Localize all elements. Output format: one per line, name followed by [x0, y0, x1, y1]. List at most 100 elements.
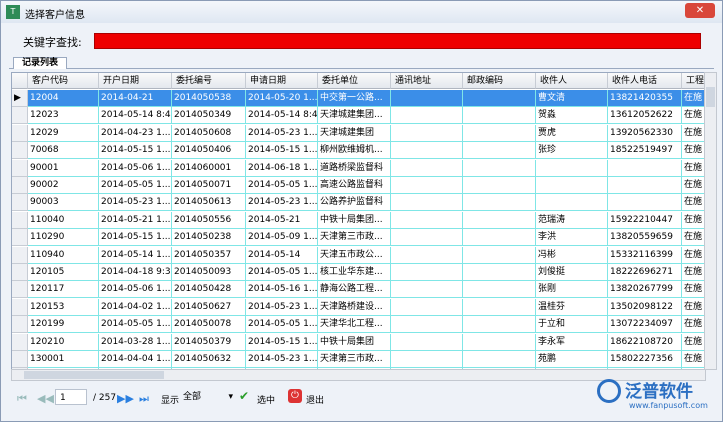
row-cell[interactable] — [608, 194, 682, 212]
row-cell[interactable]: 柳州欧维姆机... — [318, 142, 391, 160]
exit-button[interactable]: 退出 — [306, 396, 325, 406]
row-cell[interactable]: 在施 — [682, 194, 705, 212]
row-cell[interactable]: 高速公路监督科 — [318, 177, 391, 194]
row-cell[interactable]: 中铁十局集团... — [318, 368, 391, 369]
row-cell[interactable]: 18222696271 — [608, 264, 682, 281]
row-cell[interactable] — [391, 298, 463, 316]
row-cell[interactable]: 中铁十局集团... — [318, 211, 391, 229]
row-cell[interactable] — [463, 281, 536, 299]
row-cell[interactable]: 18622108720 — [608, 333, 682, 351]
row-cell[interactable]: 18522519497 — [608, 142, 682, 160]
row-cell[interactable]: 120105 — [28, 264, 99, 281]
row-cell[interactable]: 于立和 — [536, 316, 608, 334]
row-cell[interactable] — [536, 159, 608, 177]
row-cell[interactable]: 120199 — [28, 316, 99, 334]
row-cell[interactable]: 110040 — [28, 211, 99, 229]
row-cell[interactable] — [391, 124, 463, 142]
row-cell[interactable]: 2014-03-10 1... — [99, 368, 172, 369]
row-cell[interactable]: 2014-06-18 1... — [246, 159, 318, 177]
row-cell[interactable]: 李永军 — [536, 333, 608, 351]
row-cell[interactable]: 2014-05-06 1... — [99, 281, 172, 299]
row-cell[interactable]: 天津城建集团... — [318, 107, 391, 125]
row-cell[interactable]: 中铁十局集团 — [318, 333, 391, 351]
row-cell[interactable] — [391, 142, 463, 160]
row-cell[interactable]: 2014050357 — [172, 246, 246, 264]
row-cell[interactable]: 2014-05-05 1... — [246, 264, 318, 281]
row-cell[interactable]: 2014050627 — [172, 298, 246, 316]
row-cell[interactable]: 2014-05-05 1... — [246, 316, 318, 334]
row-cell[interactable]: 2014-05-14 8:47 — [246, 107, 318, 125]
row-cell[interactable]: 2014050406 — [172, 142, 246, 160]
row-cell[interactable] — [463, 124, 536, 142]
row-cell[interactable] — [608, 177, 682, 194]
row-cell[interactable]: 15802227356 — [608, 351, 682, 368]
row-cell[interactable]: 110940 — [28, 246, 99, 264]
row-cell[interactable] — [391, 107, 463, 125]
row-cell[interactable] — [391, 90, 463, 107]
row-cell[interactable] — [463, 229, 536, 247]
row-cell[interactable]: 贺淼 — [536, 107, 608, 125]
row-cell[interactable]: 2014-05-05 1... — [99, 177, 172, 194]
row-cell[interactable]: 2014-04-18 9:34 — [99, 264, 172, 281]
row-cell[interactable]: 2014-03-28 1... — [99, 333, 172, 351]
row-cell[interactable]: 2014-05-15 1... — [246, 142, 318, 160]
row-cell[interactable]: 在施 — [682, 281, 705, 299]
row-cell[interactable]: 130007 — [28, 368, 99, 369]
row-cell[interactable]: 2014-05-23 1... — [246, 124, 318, 142]
next-button[interactable]: ▶▶ — [117, 392, 134, 405]
row-cell[interactable]: 2014-05-06 1... — [99, 159, 172, 177]
row-cell[interactable]: 2014-04-21 — [99, 90, 172, 107]
page-input[interactable]: 1 — [55, 389, 87, 405]
row-cell[interactable] — [391, 281, 463, 299]
row-cell[interactable] — [536, 177, 608, 194]
row-cell[interactable]: 在施 — [682, 177, 705, 194]
row-cell[interactable]: 在施 — [682, 299, 705, 316]
row-cell[interactable]: 2014050349 — [172, 107, 246, 125]
row-cell[interactable]: 2014-05-05 1... — [246, 177, 318, 194]
row-cell[interactable]: 90001 — [28, 159, 99, 177]
row-cell[interactable]: 130001 — [28, 351, 99, 368]
row-cell[interactable]: 2014050608 — [172, 124, 246, 142]
row-cell[interactable]: 静海公路工程... — [318, 281, 391, 299]
row-cell[interactable]: 张刚 — [536, 281, 608, 299]
horizontal-scrollbar[interactable] — [11, 369, 706, 381]
row-cell[interactable]: 苑鹏 — [536, 351, 608, 368]
row-cell[interactable]: 天津第三市政... — [318, 229, 391, 247]
row-cell[interactable]: 在施 — [682, 351, 705, 368]
row-cell[interactable]: 冯彬 — [536, 246, 608, 264]
row-cell[interactable]: 在施 — [682, 316, 705, 334]
row-cell[interactable]: 2014-05-23 1... — [99, 194, 172, 212]
row-cell[interactable]: 70068 — [28, 142, 99, 160]
row-cell[interactable]: 在施 — [682, 212, 705, 229]
row-cell[interactable]: 2014-04-23 1... — [99, 124, 172, 142]
show-select[interactable]: 全部 ▾ — [183, 392, 233, 402]
row-cell[interactable]: 15332116399 — [608, 246, 682, 264]
row-cell[interactable]: 2014-05-09 1... — [246, 229, 318, 247]
row-cell[interactable]: 15922210447 — [608, 211, 682, 229]
row-cell[interactable]: 2014-04-02 1... — [99, 298, 172, 316]
tab[interactable]: 记录列表 — [13, 57, 67, 69]
select-button[interactable]: 选中 — [257, 396, 276, 406]
row-cell[interactable] — [463, 177, 536, 194]
scroll-thumb[interactable] — [24, 371, 164, 379]
row-cell[interactable]: 2014-05-20 1... — [246, 90, 318, 107]
row-cell[interactable]: 13920562330 — [608, 124, 682, 142]
row-cell[interactable] — [391, 177, 463, 194]
row-cell[interactable]: 天津路桥建设... — [318, 298, 391, 316]
row-cell[interactable]: 2014050093 — [172, 264, 246, 281]
row-cell[interactable]: 2014050071 — [172, 177, 246, 194]
vertical-scrollbar[interactable] — [704, 72, 717, 370]
row-cell[interactable]: 在施 — [682, 264, 705, 281]
row-cell[interactable]: 13612052622 — [608, 107, 682, 125]
row-cell[interactable]: 2014-05-21 1... — [99, 211, 172, 229]
row-cell[interactable]: 2014050613 — [172, 194, 246, 212]
row-cell[interactable]: 12023 — [28, 107, 99, 125]
row-cell[interactable] — [463, 368, 536, 369]
row-cell[interactable] — [463, 333, 536, 351]
row-cell[interactable]: 曹文清 — [536, 90, 608, 107]
row-cell[interactable] — [463, 159, 536, 177]
prev-button[interactable]: ◀◀ — [37, 392, 54, 405]
select-icon[interactable]: ✔ — [239, 389, 250, 403]
row-cell[interactable] — [463, 298, 536, 316]
last-button[interactable]: ⏭ — [139, 392, 149, 405]
